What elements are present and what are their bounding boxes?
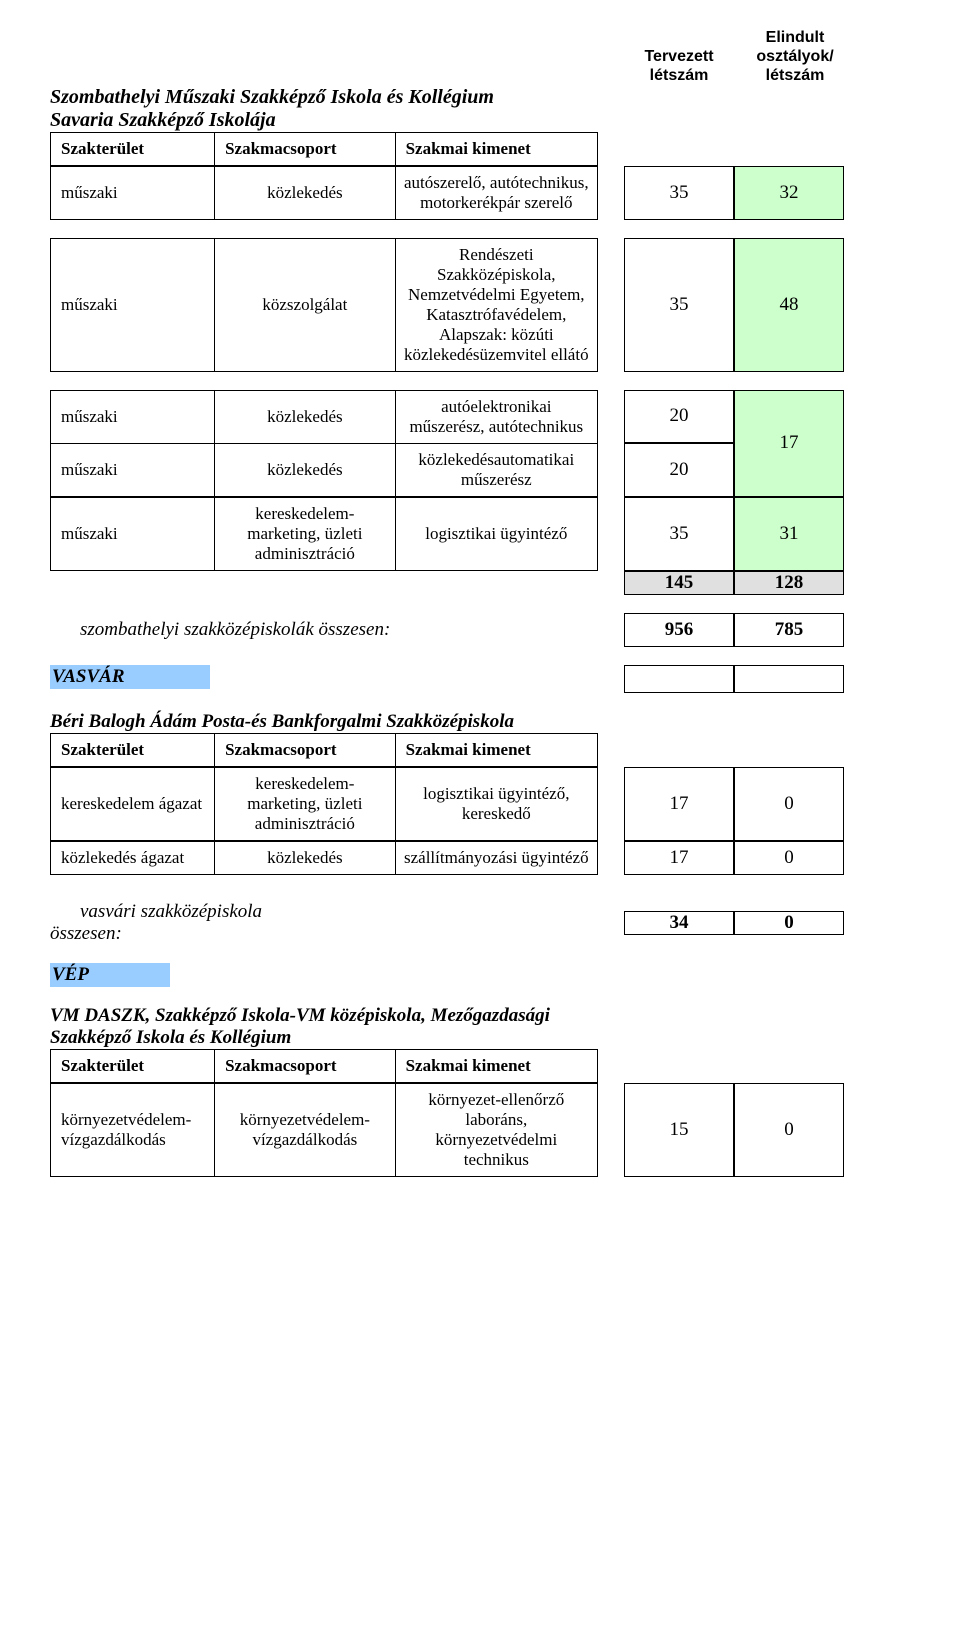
city-vasvar-row: VASVÁR [50, 665, 910, 693]
header-right-strip: Tervezett létszám Elindult osztályok/ lé… [50, 28, 910, 86]
school1-title-row: Szombathelyi Műszaki Szakképző Iskola és… [50, 86, 910, 166]
header-col-elindult: Elindult osztályok/ létszám [740, 28, 850, 86]
school1-row1-a: műszaki [51, 166, 215, 219]
city-vasvar-n1 [624, 665, 734, 693]
school2-row1-a: kereskedelem ágazat [51, 767, 215, 840]
school1-row2-c: Rendészeti Szakközépiskola, Nemzetvédelm… [395, 238, 597, 371]
school2-row2-b: közlekedés [215, 841, 396, 874]
school3-row1-n1: 15 [624, 1083, 734, 1177]
school3-title2: Szakképző Iskola és Kollégium [50, 1027, 910, 1049]
school1-row2-n2: 48 [734, 238, 844, 372]
school3-title1: VM DASZK, Szakképző Iskola-VM középiskol… [50, 1005, 910, 1027]
school2-row1-c: logisztikai ügyintéző, kereskedő [395, 767, 597, 840]
school1-row2: műszaki közszolgálat Rendészeti Szakközé… [50, 238, 910, 372]
school1-row5-a: műszaki [51, 497, 215, 570]
subtotal2-row: vasvári szakközépiskola összesen: 34 0 [50, 901, 910, 945]
city-vep-row: VÉP [50, 963, 910, 987]
subtotal1-n1: 956 [624, 613, 734, 647]
school2-hdr-c: Szakmai kimenet [395, 733, 597, 766]
school1-row3-n1: 20 [624, 390, 734, 444]
school1-row1-n2: 32 [734, 166, 844, 220]
school1-row4-b: közlekedés [215, 443, 396, 496]
school1-row4-n1: 20 [624, 443, 734, 497]
school2-row1-n2: 0 [734, 767, 844, 841]
school3-row1-a: környezetvédelem-vízgazdálkodás [51, 1083, 215, 1176]
subtotal2-n1: 34 [624, 911, 734, 935]
school1-row2-n1: 35 [624, 238, 734, 372]
school1-row4-a: műszaki [51, 443, 215, 496]
city-vasvar-n2 [734, 665, 844, 693]
school1-hdr-c: Szakmai kimenet [395, 132, 597, 165]
school2-row2-a: közlekedés ágazat [51, 841, 215, 874]
school3-hdr-c: Szakmai kimenet [395, 1049, 597, 1082]
subtotal1-row: szombathelyi szakközépiskolák összesen: … [50, 613, 910, 647]
school1-row5: műszaki kereskedelem-marketing, üzleti a… [50, 497, 910, 571]
school3-row1-c: környezet-ellenőrző laboráns, környezetv… [395, 1083, 597, 1176]
school2-title: Béri Balogh Ádám Posta-és Bankforgalmi S… [50, 711, 910, 733]
subtotal1-n2: 785 [734, 613, 844, 647]
school2-row2: közlekedés ágazat közlekedés szállítmány… [50, 841, 910, 875]
subtotal2-line1: vasvári szakközépiskola [50, 901, 598, 923]
school1-total-row: 145 128 [50, 571, 910, 595]
school2-hdr-b: Szakmacsoport [215, 733, 396, 766]
school1-hdr-b: Szakmacsoport [215, 132, 396, 165]
school3-row1-n2: 0 [734, 1083, 844, 1177]
city-vasvar-label: VASVÁR [50, 665, 210, 689]
subtotal2-line2: összesen: [50, 923, 598, 945]
school1-row1: műszaki közlekedés autószerelő, autótech… [50, 166, 910, 220]
school1-row3-b: közlekedés [215, 390, 396, 443]
school2-hdr-a: Szakterület [51, 733, 215, 766]
school1-row5-b: kereskedelem-marketing, üzleti adminiszt… [215, 497, 396, 570]
school1-row2-a: műszaki [51, 238, 215, 371]
school1-row1-n1: 35 [624, 166, 734, 220]
school2-row1-b: kereskedelem-marketing, üzleti adminiszt… [215, 767, 396, 840]
school1-row3-c: autóelektronikai műszerész, autótechniku… [395, 390, 597, 443]
school3-header-row: Szakterület Szakmacsoport Szakmai kimene… [50, 1049, 910, 1083]
header-col2-text: Elindult osztályok/ létszám [756, 29, 833, 84]
school2-row2-n1: 17 [624, 841, 734, 875]
school1-row34-group: műszaki közlekedés autóelektronikai műsz… [50, 390, 910, 497]
school1-total-n2: 128 [734, 571, 844, 595]
school1-title2: Savaria Szakképző Iskolája [50, 109, 598, 132]
school1-header-table: Szakterület Szakmacsoport Szakmai kimene… [50, 132, 598, 166]
school3-row1-b: környezetvédelem-vízgazdálkodás [215, 1083, 396, 1176]
school2-row1-n1: 17 [624, 767, 734, 841]
school2-row1: kereskedelem ágazat kereskedelem-marketi… [50, 767, 910, 841]
school1-title1: Szombathelyi Műszaki Szakképző Iskola és… [50, 86, 598, 109]
school3-row1: környezetvédelem-vízgazdálkodás környeze… [50, 1083, 910, 1177]
school1-row34-n2merged: 17 [734, 390, 844, 497]
school1-total-n1: 145 [624, 571, 734, 595]
city-vep-label: VÉP [50, 963, 170, 987]
school1-row5-c: logisztikai ügyintéző [395, 497, 597, 570]
school1-row3-a: műszaki [51, 390, 215, 443]
school1-row2-b: közszolgálat [215, 238, 396, 371]
school1-hdr-a: Szakterület [51, 132, 215, 165]
school2-row2-c: szállítmányozási ügyintéző [395, 841, 597, 874]
school1-row5-n1: 35 [624, 497, 734, 571]
school1-row1-c: autószerelő, autótechnikus, motorkerékpá… [395, 166, 597, 219]
header-col1-text: Tervezett létszám [644, 48, 713, 84]
school2-header-row: Szakterület Szakmacsoport Szakmai kimene… [50, 733, 910, 767]
school2-row2-n2: 0 [734, 841, 844, 875]
header-col-tervezett: Tervezett létszám [624, 47, 734, 85]
school3-hdr-b: Szakmacsoport [215, 1049, 396, 1082]
school1-row5-n2: 31 [734, 497, 844, 571]
subtotal2-n2: 0 [734, 911, 844, 935]
school1-row1-b: közlekedés [215, 166, 396, 219]
school1-row4-c: közlekedésautomatikai műszerész [395, 443, 597, 496]
school3-hdr-a: Szakterület [51, 1049, 215, 1082]
subtotal1-label: szombathelyi szakközépiskolák összesen: [50, 619, 598, 641]
